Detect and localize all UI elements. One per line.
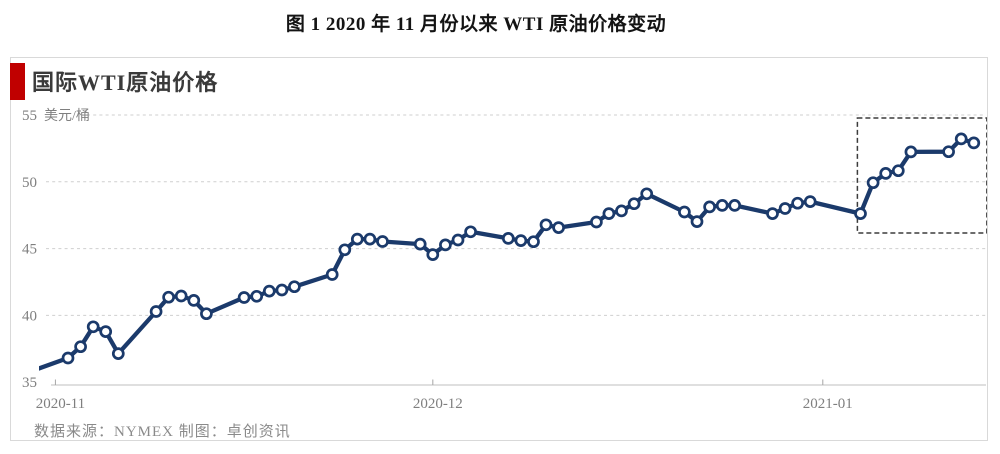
data-point-marker (338, 243, 352, 257)
data-point-marker (942, 145, 955, 159)
wti-price-line-chart: 35 40 45 50 55 美元/桶 2020-11 2020-12 2021-01 (22, 108, 987, 412)
data-point-marker (250, 289, 264, 303)
data-point-marker (350, 232, 364, 246)
highlight-dashed-box (856, 117, 987, 234)
data-source-note: 数据来源：NYMEX 制图：卓创资讯 (34, 424, 291, 440)
data-point-marker (690, 215, 704, 228)
data-point-marker (728, 199, 742, 212)
data-point-marker (376, 235, 389, 248)
data-point-marker (715, 199, 729, 212)
y-axis-label: 35 (22, 375, 37, 391)
data-point-marker (854, 207, 867, 220)
data-point-marker (501, 232, 515, 245)
chart-title: 国际WTI原油价格 (32, 70, 219, 95)
data-point-marker (703, 200, 716, 214)
data-point-marker (640, 187, 654, 201)
y-axis-label: 40 (22, 308, 37, 324)
data-point-marker (967, 136, 981, 150)
data-point-marker (791, 196, 804, 210)
y-axis-label: 50 (22, 175, 37, 191)
red-accent-bar (10, 63, 25, 100)
data-point-marker (174, 289, 188, 303)
data-point-marker (187, 294, 201, 307)
data-point-marker (426, 248, 440, 261)
price-line (39, 136, 975, 371)
data-point-marker (99, 325, 113, 338)
data-point-marker (61, 351, 75, 365)
data-point-marker (363, 232, 377, 246)
data-point-marker (464, 225, 477, 239)
data-point-marker (86, 320, 100, 334)
x-axis-label: 2021-01 (803, 396, 853, 412)
data-point-marker (766, 207, 779, 220)
data-point-marker (803, 195, 817, 208)
data-point-marker (162, 290, 175, 304)
data-point-marker (552, 221, 565, 234)
data-point-marker (527, 235, 540, 249)
data-point-marker (778, 202, 792, 215)
y-axis-label: 45 (22, 242, 37, 258)
data-point-marker (237, 291, 251, 304)
data-point-marker (904, 145, 918, 159)
price-series (39, 132, 981, 371)
data-point-marker (74, 340, 87, 354)
data-point-marker (149, 305, 163, 318)
data-point-marker (866, 176, 880, 190)
data-point-marker (451, 233, 465, 247)
data-point-marker (590, 215, 603, 229)
data-point-marker (891, 164, 905, 178)
data-point-marker (275, 283, 289, 297)
data-point-marker (288, 280, 301, 294)
data-point-marker (627, 197, 641, 211)
x-axis-label: 2020-12 (413, 396, 463, 412)
data-point-marker (439, 238, 452, 252)
data-point-marker (262, 284, 276, 298)
data-point-marker (413, 237, 427, 251)
data-point-marker (539, 218, 553, 232)
chart-card: 35 40 45 50 55 美元/桶 2020-11 2020-12 2021-01 国际WT… (10, 57, 988, 441)
data-point-marker (325, 268, 339, 281)
data-point-marker (954, 132, 968, 146)
data-point-marker (615, 204, 628, 218)
data-point-marker (200, 307, 213, 321)
data-point-marker (514, 234, 528, 247)
data-point-marker (111, 347, 125, 360)
data-point-marker (879, 167, 893, 180)
data-point-marker (678, 205, 691, 219)
y-axis-unit-label: 美元/桶 (44, 108, 90, 124)
y-axis-label: 55 (22, 108, 37, 124)
figure-caption: 图 1 2020 年 11 月份以来 WTI 原油价格变动 (285, 14, 667, 35)
data-point-marker (602, 207, 616, 220)
x-axis-label: 2020-11 (36, 396, 85, 412)
